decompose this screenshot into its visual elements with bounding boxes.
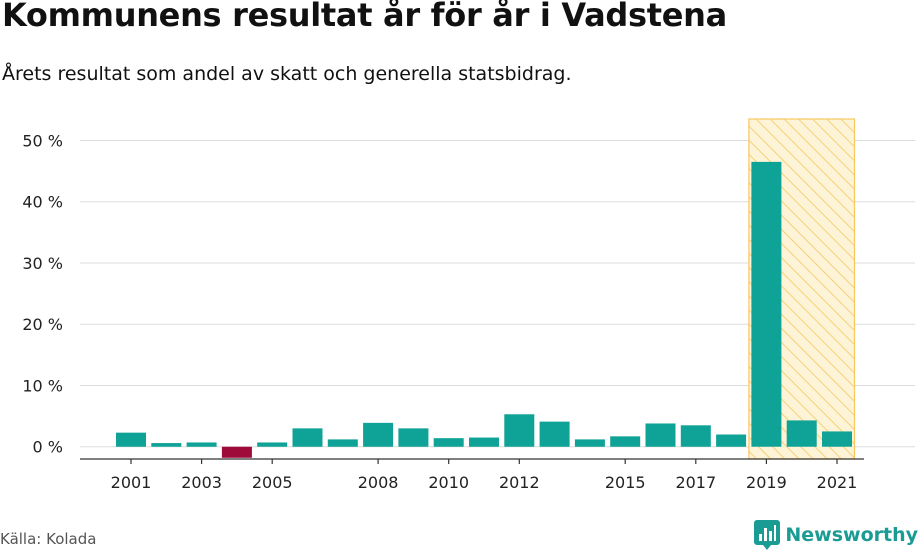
bar-2001	[116, 432, 146, 447]
y-tick-label: 30 %	[22, 254, 63, 273]
y-tick-label: 40 %	[22, 193, 63, 212]
bar-2017	[680, 425, 711, 447]
bar-2021	[822, 431, 852, 447]
chart-subtitle: Årets resultat som andel av skatt och ge…	[2, 63, 572, 85]
y-tick-label: 50 %	[22, 131, 63, 150]
bar-2016	[645, 423, 676, 447]
bar-2002	[151, 443, 182, 447]
bar-2020	[786, 420, 817, 447]
x-tick-label: 2005	[252, 473, 293, 492]
x-tick-label: 2008	[358, 473, 399, 492]
bar-2012	[504, 414, 535, 447]
bar-2018	[716, 434, 747, 447]
bar-2007	[327, 439, 358, 447]
x-tick-label: 2019	[746, 473, 787, 492]
x-tick-label: 2017	[675, 473, 716, 492]
y-tick-label: 10 %	[22, 376, 63, 395]
bar-2008	[363, 422, 394, 447]
x-tick-label: 2003	[181, 473, 222, 492]
chart-title: Kommunens resultat år för år i Vadstena	[2, 0, 727, 34]
x-tick-label: 2012	[499, 473, 540, 492]
bar-2009	[398, 428, 429, 447]
source-label: Källa: Kolada	[0, 530, 97, 548]
bar-2004	[221, 446, 252, 458]
y-tick-label: 0 %	[33, 438, 63, 457]
y-tick-label: 20 %	[22, 315, 63, 334]
bar-2014	[574, 439, 605, 447]
bar-2011	[469, 437, 499, 447]
brand: Newsworthy	[754, 519, 918, 551]
bar-2013	[539, 421, 570, 447]
bar-2019	[751, 161, 782, 447]
bar-2015	[610, 436, 641, 447]
bar-chart: 0 % 10 % 20 % 30 % 40 % 50 % 2001 2003 2005 2008 2…	[22, 118, 915, 492]
x-tick-label: 2021	[817, 473, 858, 492]
bar-2003	[186, 442, 217, 447]
bar-2010	[433, 438, 464, 447]
x-tick-label: 2001	[111, 473, 152, 492]
brand-name: Newsworthy	[785, 524, 918, 546]
bar-2005	[257, 442, 288, 447]
bar-2006	[292, 428, 323, 447]
newsworthy-logo-icon	[754, 520, 781, 550]
x-tick-label: 2010	[428, 473, 469, 492]
x-tick-label: 2015	[605, 473, 646, 492]
